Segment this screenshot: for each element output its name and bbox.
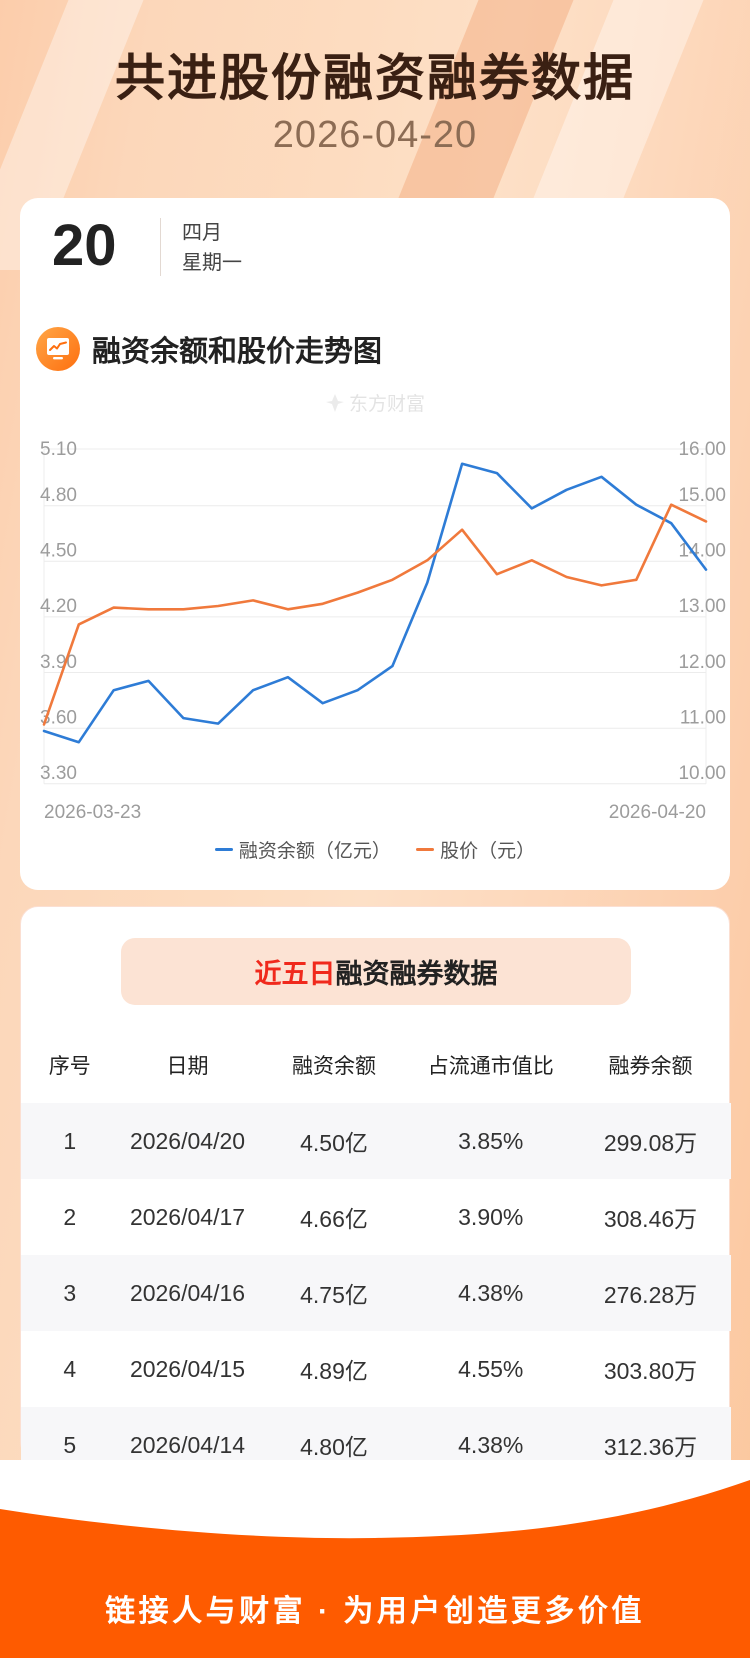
svg-text:10.00: 10.00: [678, 763, 726, 784]
svg-text:4.80: 4.80: [40, 485, 77, 506]
svg-text:3.30: 3.30: [40, 763, 77, 784]
svg-text:5.10: 5.10: [40, 439, 77, 460]
svg-text:11.00: 11.00: [680, 707, 726, 728]
svg-text:3.90: 3.90: [40, 652, 77, 673]
svg-text:16.00: 16.00: [678, 439, 726, 460]
svg-text:12.00: 12.00: [678, 652, 726, 673]
svg-text:15.00: 15.00: [678, 485, 726, 506]
svg-text:4.50: 4.50: [40, 541, 77, 562]
svg-text:13.00: 13.00: [678, 596, 726, 617]
svg-text:4.20: 4.20: [40, 596, 77, 617]
